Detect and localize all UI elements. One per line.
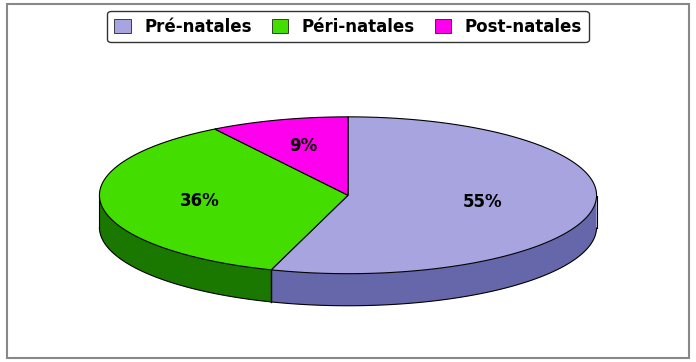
Polygon shape: [271, 196, 596, 306]
Text: 55%: 55%: [464, 193, 503, 211]
Polygon shape: [271, 195, 348, 302]
Polygon shape: [271, 195, 348, 302]
Legend: Pré-natales, Péri-natales, Post-natales: Pré-natales, Péri-natales, Post-natales: [107, 11, 589, 42]
Text: 36%: 36%: [180, 192, 220, 210]
Polygon shape: [215, 117, 348, 195]
Text: 9%: 9%: [289, 137, 317, 155]
Polygon shape: [271, 117, 596, 274]
Polygon shape: [100, 196, 271, 302]
Polygon shape: [100, 129, 348, 270]
